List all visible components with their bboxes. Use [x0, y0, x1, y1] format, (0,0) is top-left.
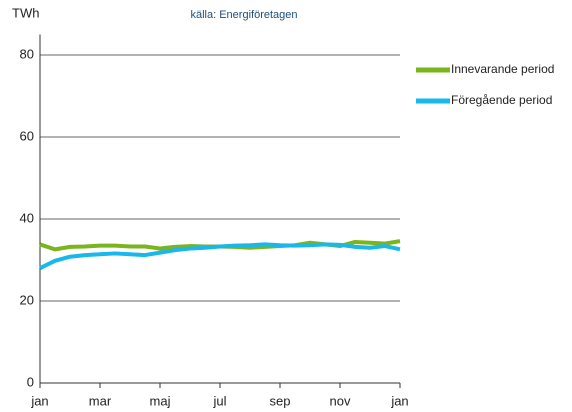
y-tick-label: 80 — [20, 46, 34, 61]
x-tick-label: nov — [330, 393, 351, 408]
y-tick-label: 0 — [27, 374, 34, 389]
y-axis-label: TWh — [12, 5, 39, 20]
y-tick-label: 20 — [20, 292, 34, 307]
y-tick-label: 60 — [20, 128, 34, 143]
x-tick-label: jan — [30, 393, 48, 408]
x-tick-label: maj — [150, 393, 171, 408]
legend-label: Föregående period — [451, 93, 552, 107]
chart-subtitle: källa: Energiföretagen — [190, 9, 297, 21]
series-line — [39, 242, 401, 270]
x-tick-label: jan — [390, 393, 408, 408]
y-tick-label: 40 — [20, 210, 34, 225]
x-tick-label: sep — [270, 393, 291, 408]
x-tick-label: jul — [212, 393, 226, 408]
legend-label: Innevarande period — [451, 62, 554, 76]
x-tick-label: mar — [89, 393, 112, 408]
